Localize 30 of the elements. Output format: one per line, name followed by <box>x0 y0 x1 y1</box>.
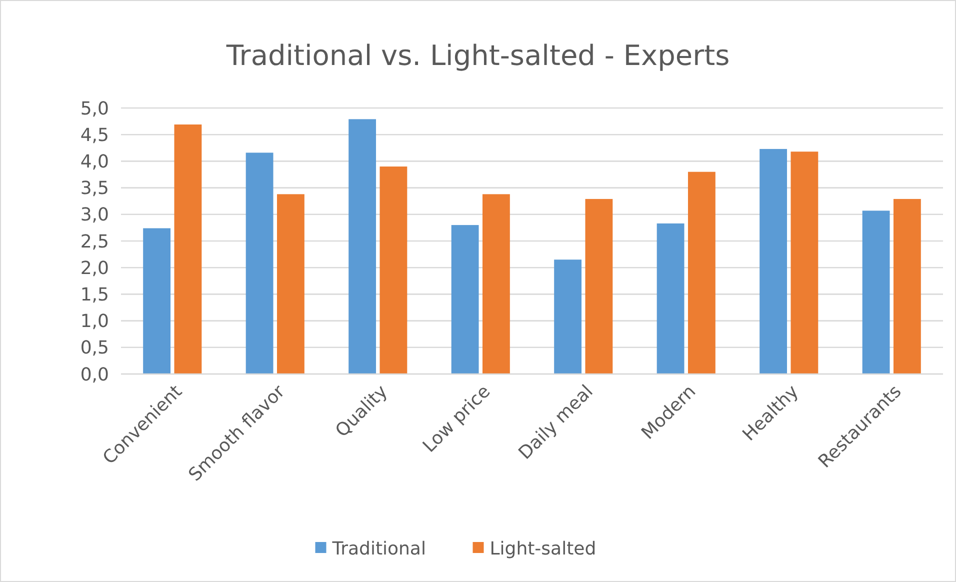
y-tick-label: 3,5 <box>80 178 109 200</box>
y-tick-label: 2,5 <box>80 231 109 252</box>
bar <box>143 228 171 374</box>
y-tick-label: 4,0 <box>80 152 109 172</box>
bar <box>174 124 202 374</box>
bar <box>554 260 582 374</box>
y-tick-label: 3,0 <box>80 204 109 226</box>
bar <box>893 198 921 374</box>
bar <box>760 148 788 374</box>
legend-label: Light-salted <box>490 538 596 560</box>
bar <box>246 152 274 374</box>
y-tick-label: 0,0 <box>80 364 109 386</box>
bar <box>688 172 716 374</box>
bar <box>348 119 376 374</box>
bar <box>451 225 479 374</box>
y-tick-label: 2,0 <box>80 258 109 279</box>
bar <box>862 210 890 374</box>
chart-title: Traditional vs. Light-salted - Experts <box>225 38 730 72</box>
bar <box>585 198 613 374</box>
y-tick-label: 4,5 <box>80 124 109 146</box>
bar <box>790 152 818 374</box>
y-tick-label: 5,0 <box>80 98 109 120</box>
y-tick-label: 0,5 <box>80 338 109 359</box>
y-tick-label: 1,5 <box>80 284 109 306</box>
bar <box>276 194 304 374</box>
legend-label: Traditional <box>331 538 426 560</box>
bar <box>380 166 408 374</box>
bar <box>482 194 510 374</box>
bar <box>656 223 684 374</box>
y-tick-label: 1,0 <box>80 311 109 332</box>
